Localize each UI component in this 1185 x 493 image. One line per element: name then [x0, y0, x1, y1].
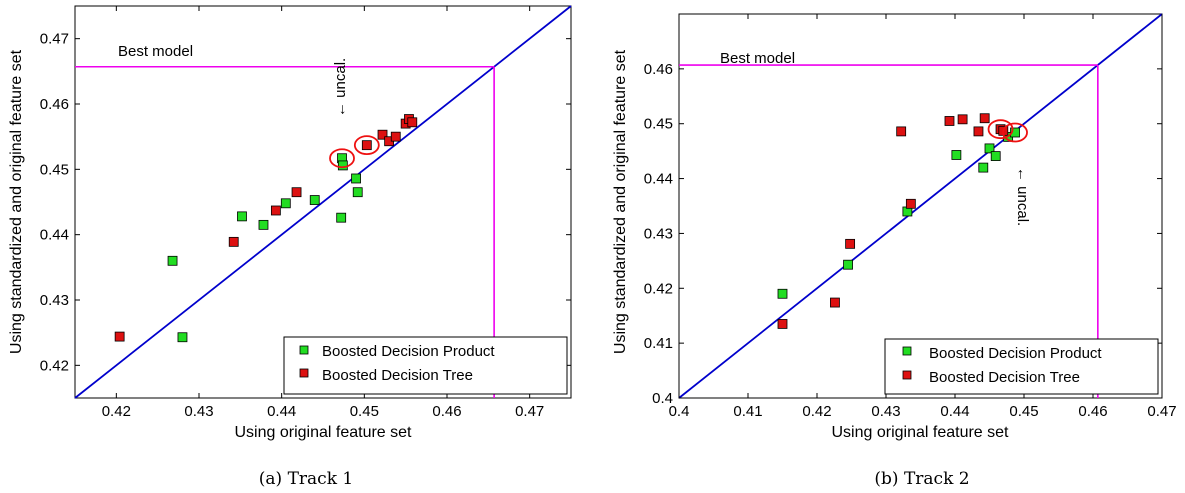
bdt-point — [973, 126, 984, 137]
legend-marker-bdp-a — [299, 345, 309, 355]
y-tick-label: 0.43 — [644, 225, 673, 242]
x-tick-label: 0.42 — [802, 403, 831, 420]
bdt-point — [957, 114, 968, 125]
legend-marker-bdt-a — [299, 368, 309, 378]
uncalibrated-circle — [329, 148, 355, 169]
y-tick-label: 0.46 — [40, 96, 69, 113]
y-axis-label-a: Using standardized and original feature … — [8, 49, 25, 354]
panel-a: 0.42 0.43 0.44 0.45 0.46 0.47 0.42 0.43 0.44 0.45… — [8, 5, 572, 489]
x-tick-label: 0.46 — [432, 403, 461, 420]
uncal-label-a: ← uncal. — [332, 58, 349, 117]
uncal-label-b: ← uncal. — [1014, 167, 1031, 226]
bdt-point — [377, 129, 388, 140]
legend-label-bdp-a: Boosted Decision Product — [322, 343, 495, 360]
y-tick-label: 0.45 — [40, 161, 69, 178]
bdt-point — [407, 117, 418, 128]
best-model-label-a: Best model — [118, 43, 193, 60]
bdp-point — [336, 212, 347, 223]
bdt-point — [944, 116, 955, 126]
plot-content-b — [678, 13, 1163, 399]
bdp-point — [951, 150, 962, 160]
caption-b: (b) Track 2 — [874, 469, 969, 489]
x-tick-label: 0.47 — [1147, 403, 1176, 420]
bdt-point — [896, 126, 907, 137]
legend-a: Boosted Decision Product Boosted Decisio… — [283, 336, 568, 395]
x-axis-label-a: Using original feature set — [235, 424, 413, 441]
uncalibrated-circle — [353, 135, 380, 156]
x-tick-label: 0.45 — [350, 403, 379, 420]
bdp-point — [237, 211, 247, 222]
bdt-point — [777, 319, 788, 329]
bdp-point — [978, 162, 989, 173]
y-tick-label: 0.42 — [644, 280, 673, 297]
bdp-point — [984, 143, 995, 154]
y-tick-label: 0.46 — [644, 61, 673, 78]
bdp-point — [258, 219, 269, 230]
uncalibrated-circle — [987, 119, 1014, 140]
x-tick-label: 0.44 — [267, 403, 296, 420]
plot-content-a — [74, 5, 572, 399]
diagonal-line-a — [74, 5, 572, 399]
legend-label-bdt-b: Boosted Decision Tree — [929, 369, 1080, 386]
legend-box-a — [283, 336, 568, 395]
bdt-point — [361, 140, 372, 151]
x-tick-label: 0.4 — [669, 403, 690, 420]
x-tick-label: 0.42 — [102, 403, 131, 420]
caption-a: (a) Track 1 — [259, 469, 353, 489]
bdt-point — [270, 205, 281, 216]
y-tick-label: 0.44 — [644, 171, 673, 188]
bdp-point — [843, 259, 853, 270]
x-tick-label: 0.43 — [871, 403, 900, 420]
bdt-point — [291, 187, 302, 198]
bdp-point — [280, 198, 291, 209]
bdt-point — [845, 238, 856, 249]
ticks-b: 0.4 0.41 0.42 0.43 0.44 0.45 0.46 0.47 0.4 0.41 0.… — [644, 14, 1177, 420]
legend-label-bdp-b: Boosted Decision Product — [929, 345, 1102, 362]
legend-label-bdt-a: Boosted Decision Tree — [322, 367, 473, 384]
x-tick-label: 0.45 — [1009, 403, 1038, 420]
y-tick-label: 0.42 — [40, 357, 69, 374]
x-tick-label: 0.44 — [940, 403, 969, 420]
bdt-point — [114, 331, 125, 342]
bdt-point — [979, 113, 990, 124]
y-tick-label: 0.45 — [644, 116, 673, 133]
diagonal-line-b — [678, 13, 1163, 399]
bdt-point — [228, 236, 239, 247]
panel-b: 0.4 0.41 0.42 0.43 0.44 0.45 0.46 0.47 0.4 0.41 0.… — [612, 13, 1177, 489]
bdt-point — [390, 131, 401, 142]
y-tick-label: 0.43 — [40, 292, 69, 309]
x-axis-label-b: Using original feature set — [832, 424, 1010, 441]
bdp-point — [337, 160, 348, 171]
y-tick-label: 0.4 — [652, 390, 673, 407]
x-tick-label: 0.43 — [184, 403, 213, 420]
bdp-point — [1010, 127, 1020, 138]
legend-marker-bdt-b — [902, 370, 912, 380]
y-tick-label: 0.41 — [644, 335, 673, 352]
bdp-point — [990, 151, 1001, 161]
y-tick-label: 0.47 — [40, 31, 69, 48]
legend-marker-bdp-b — [902, 346, 912, 356]
x-tick-label: 0.46 — [1078, 403, 1107, 420]
x-tick-label: 0.41 — [733, 403, 762, 420]
legend-b: Boosted Decision Product Boosted Decisio… — [884, 338, 1159, 395]
bdt-point — [830, 297, 840, 308]
uncalibrated-circle — [1002, 122, 1028, 143]
y-tick-label: 0.44 — [40, 227, 69, 244]
y-axis-label-b: Using standardized and original feature … — [612, 49, 629, 354]
bdt-point — [905, 198, 916, 209]
bdp-point — [352, 187, 363, 198]
bdp-point — [167, 255, 178, 266]
x-tick-label: 0.47 — [515, 403, 544, 420]
bdp-point — [309, 195, 320, 205]
legend-box-b — [884, 338, 1159, 395]
bdp-point — [351, 173, 361, 184]
bdp-point — [777, 288, 788, 299]
best-model-label-b: Best model — [720, 50, 795, 67]
ticks-a: 0.42 0.43 0.44 0.45 0.46 0.47 0.42 0.43 0.44 0.45… — [40, 6, 571, 420]
bdp-point — [177, 332, 188, 343]
